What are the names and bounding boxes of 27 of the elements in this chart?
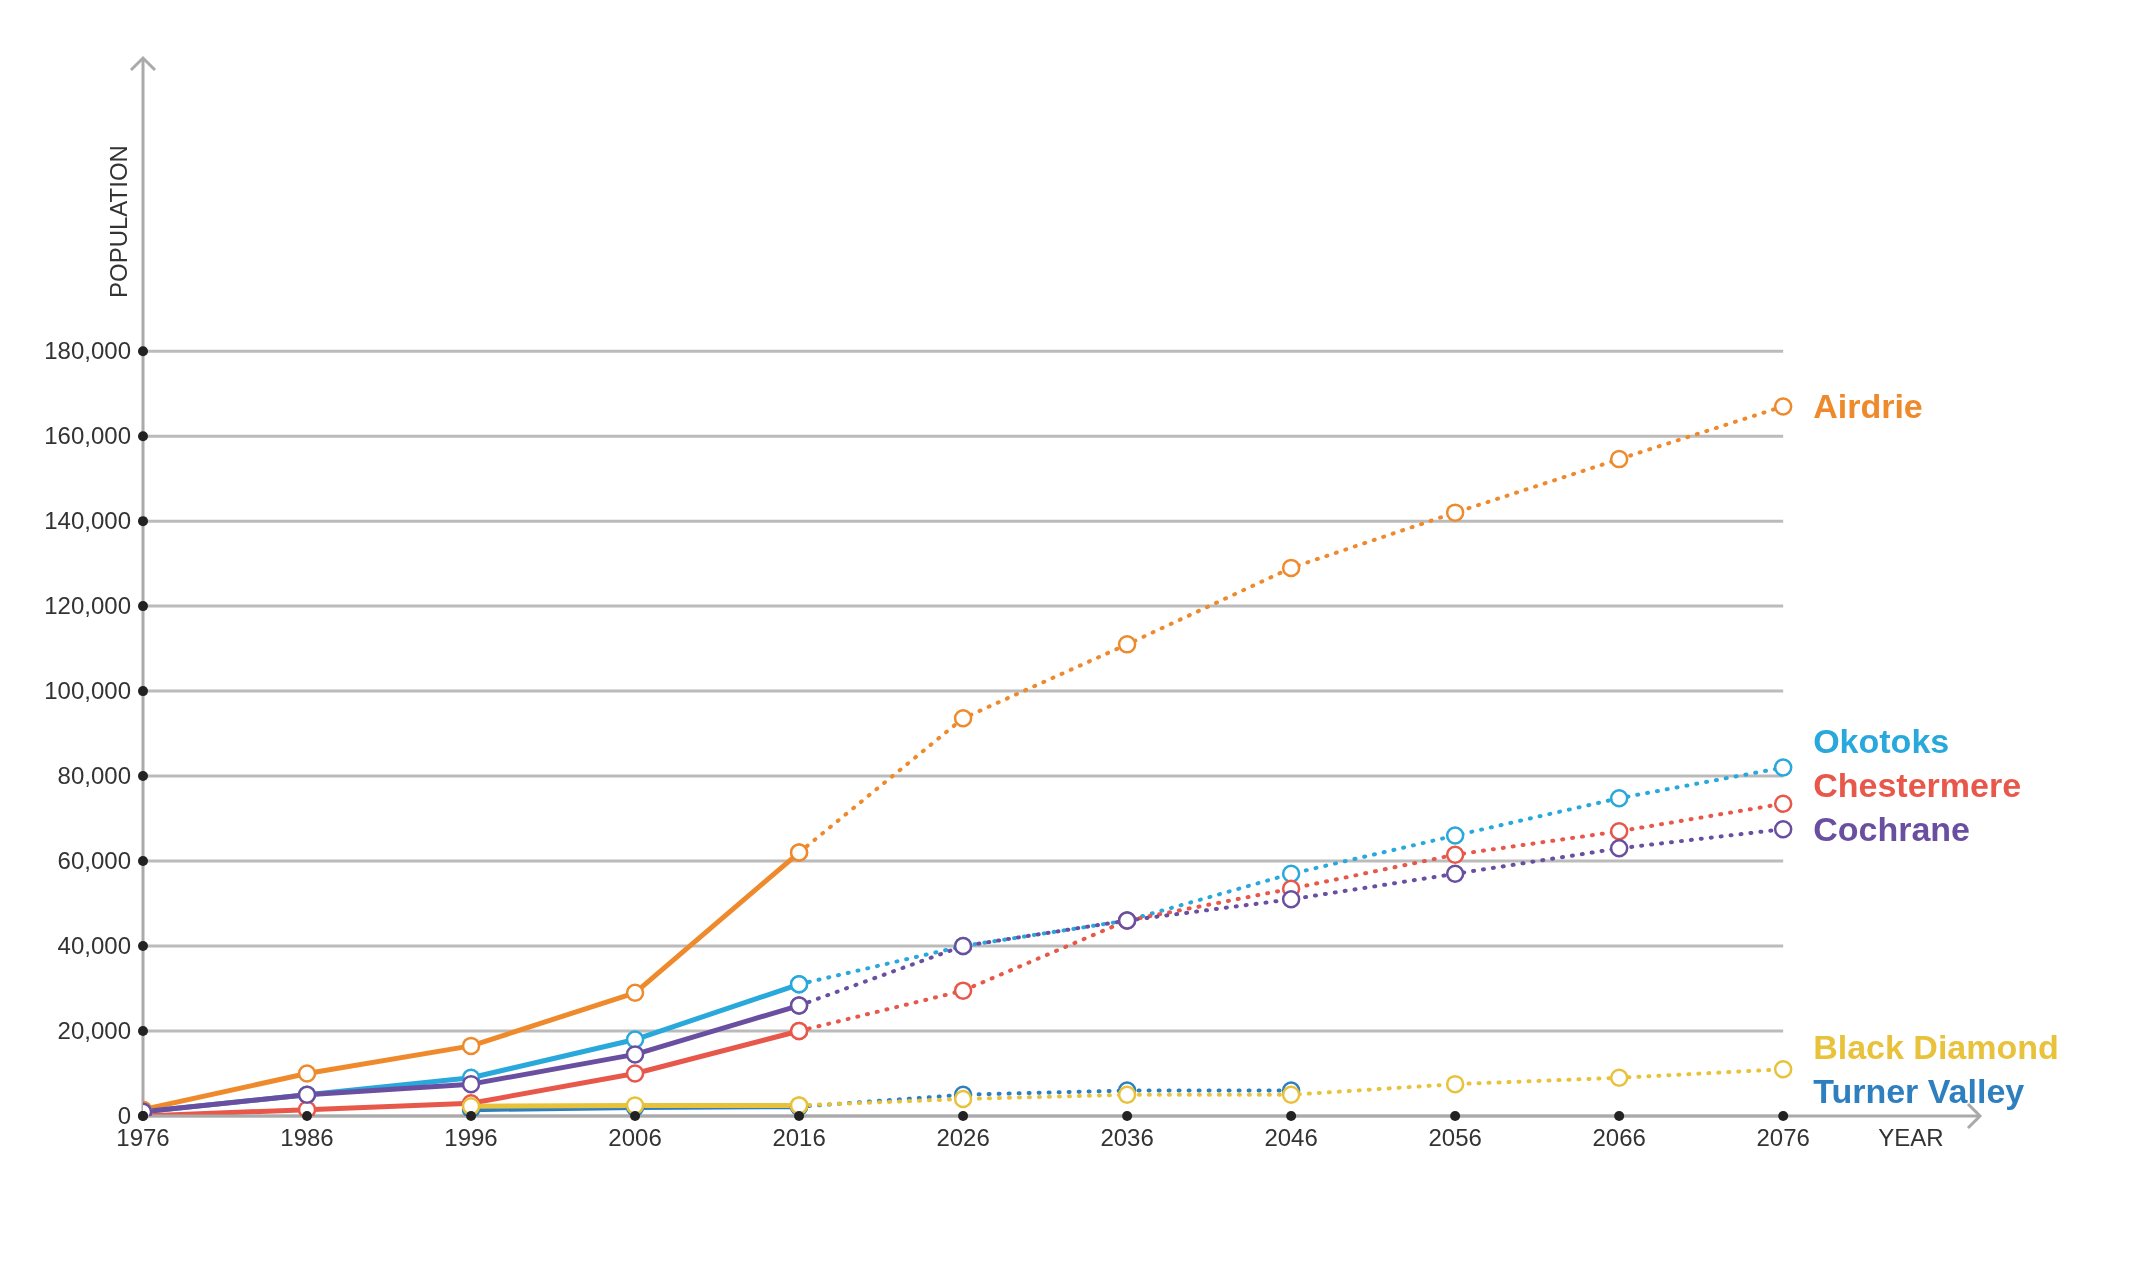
x-tick-label: 2026	[936, 1124, 990, 1151]
x-tick-label: 2036	[1100, 1124, 1154, 1151]
series-label: Black Diamond	[1813, 1027, 2059, 1066]
series-label: Okotoks	[1813, 722, 1950, 761]
x-tick-label: 2016	[772, 1124, 826, 1151]
x-tick-label: 2066	[1592, 1124, 1646, 1151]
x-tick-label: 2006	[608, 1124, 662, 1151]
y-tick-label: 100,000	[44, 677, 131, 705]
y-axis-title: POPULATION	[105, 145, 132, 298]
y-tick-label: 160,000	[44, 422, 131, 450]
x-tick-label: 2076	[1756, 1124, 1810, 1151]
y-tick-label: 140,000	[44, 507, 131, 535]
x-tick-label: 2056	[1428, 1124, 1482, 1151]
series-label: Airdrie	[1813, 387, 1923, 426]
y-tick-label: 40,000	[57, 932, 131, 960]
y-tick-label: 180,000	[44, 337, 131, 365]
x-tick-label: 1986	[280, 1124, 334, 1151]
y-tick-label: 120,000	[44, 592, 131, 620]
x-axis-title: YEAR	[1878, 1124, 1944, 1151]
y-tick-label: 20,000	[57, 1017, 131, 1045]
x-tick-label: 2046	[1264, 1124, 1318, 1151]
x-tick-label: 1996	[444, 1124, 498, 1151]
y-tick-label: 80,000	[57, 762, 131, 790]
y-tick-label: 60,000	[57, 847, 131, 875]
text: Turner Valley	[1813, 1071, 2025, 1110]
series-label: Cochrane	[1813, 810, 1971, 849]
series-label: Chestermere	[1813, 766, 2022, 805]
